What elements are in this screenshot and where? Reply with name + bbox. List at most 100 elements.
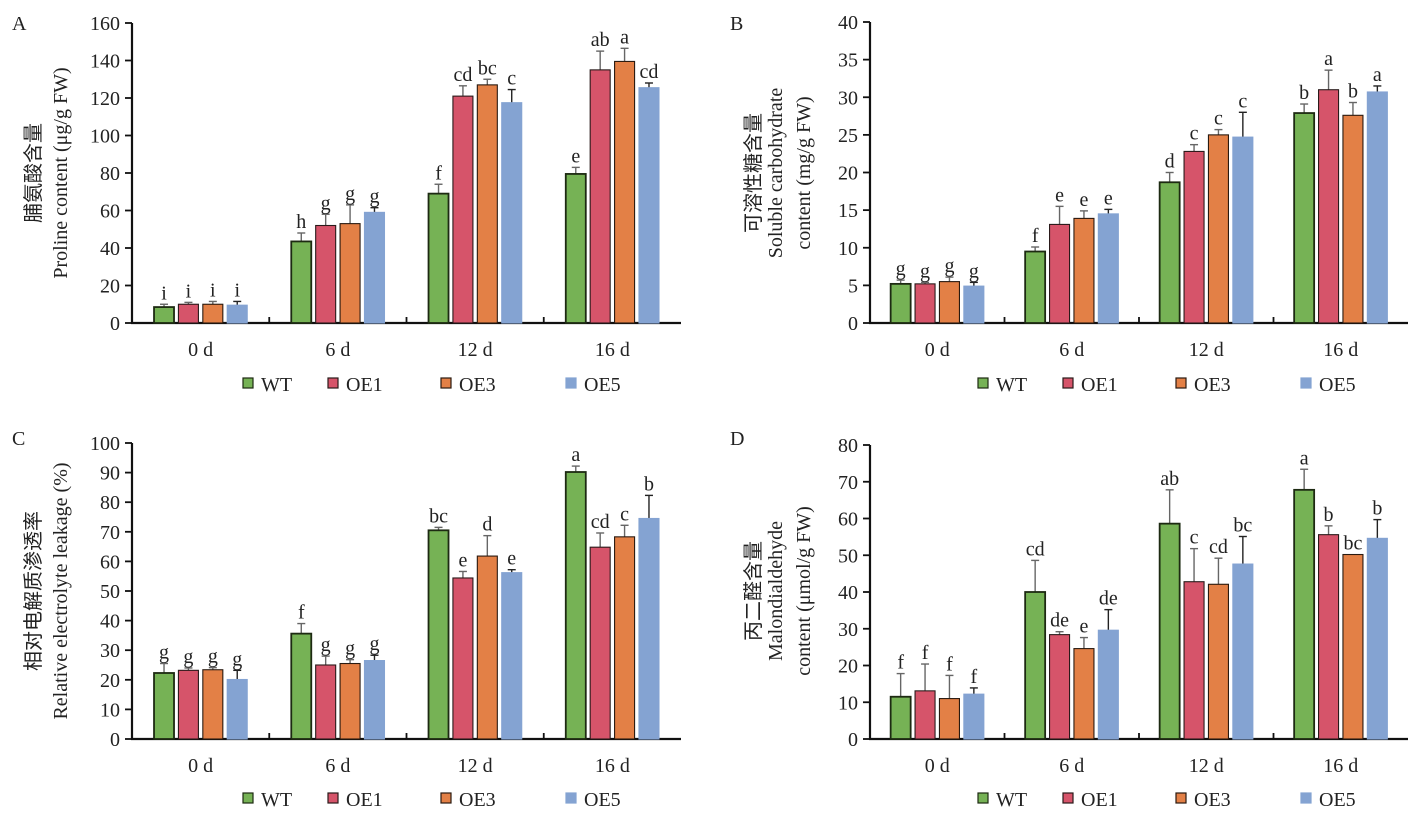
significance-letter: d [1165, 151, 1175, 173]
y-tick-label: 30 [838, 619, 858, 641]
panel-letter: B [730, 13, 743, 35]
significance-letter: de [1099, 588, 1118, 610]
y-tick-label: 70 [100, 522, 120, 544]
bar-oe1 [1049, 634, 1071, 740]
legend-label: OE5 [1319, 374, 1356, 396]
legend: WT OE1 OE3 OE5 [977, 789, 1356, 811]
bar-wt [1024, 250, 1047, 324]
significance-letter: g [159, 642, 169, 664]
y-tick-label: 100 [90, 433, 120, 455]
panel-d: D 丙二醛含量 Malondialdehyde content (μmol/g … [730, 428, 1408, 811]
bar-oe3 [614, 60, 636, 324]
significance-letter: f [971, 666, 978, 688]
bar-oe5 [638, 517, 660, 740]
significance-letter: d [482, 514, 492, 536]
legend-label: OE3 [459, 789, 496, 811]
significance-letter: i [234, 279, 240, 301]
legend-item-oe3: OE3 [440, 789, 496, 811]
significance-letter: h [296, 211, 306, 233]
legend-label: OE3 [1194, 374, 1231, 396]
bar-wt [889, 282, 912, 324]
bar-oe1 [315, 664, 337, 740]
significance-letter: f [897, 652, 904, 674]
bar-oe3 [202, 303, 224, 324]
bar-oe3 [1207, 583, 1229, 740]
significance-letter: a [571, 444, 580, 466]
bar-oe3 [476, 555, 498, 740]
bar-wt [153, 672, 175, 740]
legend-swatch [977, 792, 989, 804]
bar-oe3 [476, 84, 498, 324]
significance-letter: a [620, 26, 629, 48]
legend: WT OE1 OE3 OE5 [242, 789, 621, 811]
significance-letter: de [1050, 610, 1069, 632]
significance-letter: b [1299, 82, 1309, 104]
bar-oe3 [938, 698, 961, 740]
y-tick-label: 90 [100, 463, 120, 485]
legend-swatch [565, 792, 577, 804]
bar-oe1 [177, 303, 199, 324]
significance-letter: cd [591, 511, 610, 533]
bar-oe1 [177, 669, 199, 740]
y-tick-label: 80 [100, 492, 120, 514]
bar-wt [1024, 591, 1047, 740]
legend-item-wt: WT [977, 789, 1027, 811]
bar-oe1 [914, 283, 936, 324]
x-tick-label: 6 d [325, 339, 350, 361]
bar-wt [290, 632, 313, 740]
bar-oe5 [1097, 629, 1119, 740]
legend-item-wt: WT [977, 374, 1027, 396]
legend-swatch [242, 377, 254, 389]
significance-letter: ab [591, 29, 610, 51]
legend-item-oe3: OE3 [1175, 789, 1231, 811]
x-tick-label: 16 d [1323, 755, 1358, 777]
bar-oe3 [1073, 217, 1095, 324]
y-tick-label: 100 [90, 126, 120, 148]
significance-letter: g [369, 633, 379, 655]
bar-oe3 [1207, 134, 1229, 324]
significance-letter: e [1080, 189, 1089, 211]
significance-letter: g [920, 260, 930, 282]
legend-item-oe5: OE5 [565, 374, 621, 396]
bar-oe5 [501, 572, 523, 740]
significance-letter: e [571, 145, 580, 167]
legend-swatch [440, 792, 452, 804]
y-tick-label: 60 [100, 551, 120, 573]
y-tick-label: 40 [100, 611, 120, 633]
y-tick-label: 20 [100, 276, 120, 298]
significance-letter: b [1372, 498, 1382, 520]
bar-oe3 [339, 223, 361, 324]
legend-swatch [440, 377, 452, 389]
significance-letter: g [896, 258, 906, 280]
bar-oe5 [963, 285, 985, 324]
bar-oe3 [614, 536, 636, 740]
legend-swatch [1300, 377, 1312, 389]
significance-letter: f [1032, 225, 1039, 247]
panel-a: A 脯氨酸含量 Proline content (μg/g FW) 0 20 40 6… [12, 13, 681, 396]
significance-letter: f [435, 162, 442, 184]
significance-letter: cd [640, 61, 659, 83]
bar-oe1 [1183, 150, 1205, 324]
y-tick-label: 80 [838, 435, 858, 457]
significance-letter: e [507, 548, 516, 570]
significance-letter: bc [1344, 533, 1363, 555]
y-tick-label: 80 [100, 163, 120, 185]
panel-c: C 相对电解质渗透率 Relative electrolyte leakage … [12, 428, 681, 811]
y-tick-label: 35 [838, 50, 858, 72]
bar-oe1 [315, 224, 337, 324]
significance-letter: g [345, 638, 355, 660]
significance-letter: b [1348, 81, 1358, 103]
legend-swatch [1175, 792, 1187, 804]
y-tick-label: 10 [838, 238, 858, 260]
significance-letter: f [946, 653, 953, 675]
y-axis-label: Malondialdehyde [765, 521, 787, 661]
y-tick-label: 120 [90, 88, 120, 110]
y-tick-label: 140 [90, 51, 120, 73]
bar-oe5 [501, 102, 523, 324]
legend-label: OE5 [1319, 789, 1356, 811]
significance-letter: e [1104, 187, 1113, 209]
significance-letter: a [1373, 64, 1382, 86]
